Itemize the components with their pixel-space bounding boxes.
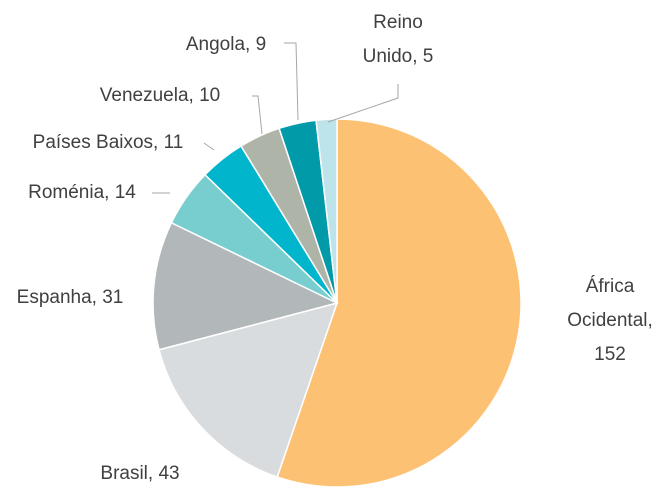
pie-slice (152, 221, 340, 351)
slice-label: Espanha, 31 (16, 287, 124, 308)
leader-line (284, 42, 299, 121)
slice-label: Roménia, 14 (28, 182, 136, 203)
slice-label: Reino Unido, 5 (362, 12, 434, 67)
slice-label: Angola, 9 (185, 34, 267, 55)
pie-slice (276, 118, 522, 488)
leader-line (252, 95, 263, 135)
leader-line (203, 142, 215, 151)
slice-label: Brasil, 43 (100, 463, 180, 484)
slice-label: Venezuela, 10 (99, 85, 221, 106)
leader-line (327, 84, 399, 123)
pie-slice (158, 301, 339, 478)
slice-label: Países Baixos, 11 (32, 132, 184, 153)
slice-label: África Ocidental, 152 (567, 276, 653, 365)
